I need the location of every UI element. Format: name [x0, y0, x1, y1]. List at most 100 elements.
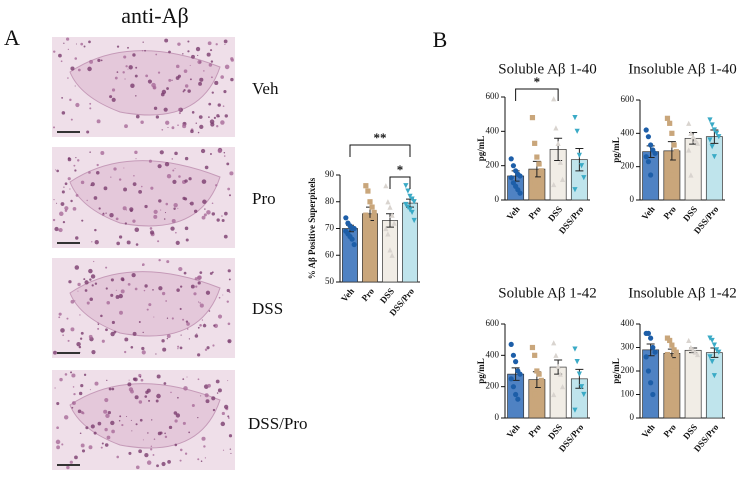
speckle — [180, 285, 183, 288]
speckle — [216, 392, 219, 394]
speckle — [200, 460, 203, 462]
speckle — [166, 174, 172, 179]
speckle — [228, 278, 231, 281]
speckle — [123, 187, 128, 192]
speckle — [141, 350, 146, 355]
data-point — [648, 142, 654, 148]
significance-label: * — [534, 74, 541, 89]
speckle — [175, 64, 180, 69]
speckle — [126, 415, 128, 417]
speckle — [124, 78, 126, 80]
speckle — [216, 218, 220, 222]
speckle — [83, 278, 86, 281]
data-point — [510, 352, 517, 358]
data-point — [652, 150, 658, 156]
data-point — [711, 127, 717, 133]
speckle — [210, 60, 214, 63]
speckle — [138, 400, 143, 404]
speckle — [118, 178, 122, 181]
data-point — [387, 204, 393, 210]
speckle — [72, 386, 75, 388]
speckle — [153, 209, 158, 214]
x-tick-label: DSS — [681, 204, 699, 223]
speckle — [73, 164, 76, 167]
speckle — [60, 202, 65, 206]
speckle — [178, 175, 181, 178]
data-point — [643, 154, 649, 160]
speckle — [177, 124, 179, 127]
data-point — [387, 247, 393, 253]
speckle — [187, 50, 190, 53]
speckle — [197, 416, 199, 419]
speckle — [164, 212, 167, 214]
speckle — [86, 199, 88, 202]
speckle — [139, 418, 143, 422]
speckle — [89, 59, 94, 64]
speckle — [197, 458, 200, 461]
data-point — [510, 163, 517, 169]
data-point — [716, 349, 722, 355]
speckle — [75, 236, 79, 240]
x-tick-label: Veh — [640, 422, 657, 440]
speckle — [74, 169, 77, 172]
speckle — [216, 125, 219, 128]
y-tick-label: 400 — [486, 349, 500, 359]
data-point — [534, 368, 540, 374]
speckle — [184, 84, 189, 88]
speckle — [208, 63, 213, 67]
data-point — [709, 337, 715, 344]
speckle — [101, 339, 105, 343]
data-point — [664, 155, 671, 161]
data-point — [391, 220, 397, 226]
speckle — [90, 182, 95, 187]
speckle — [148, 159, 152, 163]
speckle — [196, 275, 202, 281]
speckle — [134, 150, 138, 155]
data-point — [517, 190, 523, 196]
speckle — [53, 199, 55, 201]
speckle — [183, 271, 187, 275]
speckle — [100, 446, 103, 449]
x-tick-label: DSS — [546, 204, 564, 223]
speckle — [147, 79, 152, 84]
data-point — [664, 115, 671, 121]
data-point — [643, 127, 649, 133]
data-point — [407, 207, 413, 213]
speckle — [134, 395, 139, 400]
speckle — [174, 151, 178, 156]
speckle — [197, 131, 200, 134]
speckle — [151, 82, 156, 88]
speckle — [64, 206, 69, 211]
speckle — [153, 214, 158, 219]
speckle — [150, 448, 153, 451]
speckle — [189, 78, 192, 81]
y-tick-label: 50 — [325, 276, 335, 286]
significance-bracket — [515, 88, 559, 101]
speckle — [122, 206, 127, 211]
y-axis-label: pg/mL — [611, 358, 621, 384]
speckle — [63, 42, 65, 44]
speckle — [155, 353, 157, 355]
speckle — [211, 396, 216, 401]
speckle — [75, 43, 77, 45]
speckle — [217, 314, 223, 319]
speckle — [58, 53, 62, 58]
data-point — [551, 96, 557, 102]
speckle — [87, 66, 92, 72]
data-point — [508, 341, 514, 347]
speckle — [191, 111, 195, 114]
speckle — [52, 126, 56, 129]
bar — [684, 137, 702, 201]
speckle — [161, 291, 166, 296]
data-point — [538, 168, 544, 174]
data-point — [664, 351, 671, 358]
data-point — [351, 225, 357, 232]
image-label: Veh — [252, 79, 279, 98]
speckle — [165, 120, 170, 125]
speckle — [116, 241, 120, 246]
speckle — [89, 107, 92, 110]
y-axis-label: % Aβ Positive Superpixels — [307, 177, 317, 279]
data-point — [405, 204, 411, 210]
speckle — [61, 96, 64, 99]
speckle — [187, 89, 191, 93]
